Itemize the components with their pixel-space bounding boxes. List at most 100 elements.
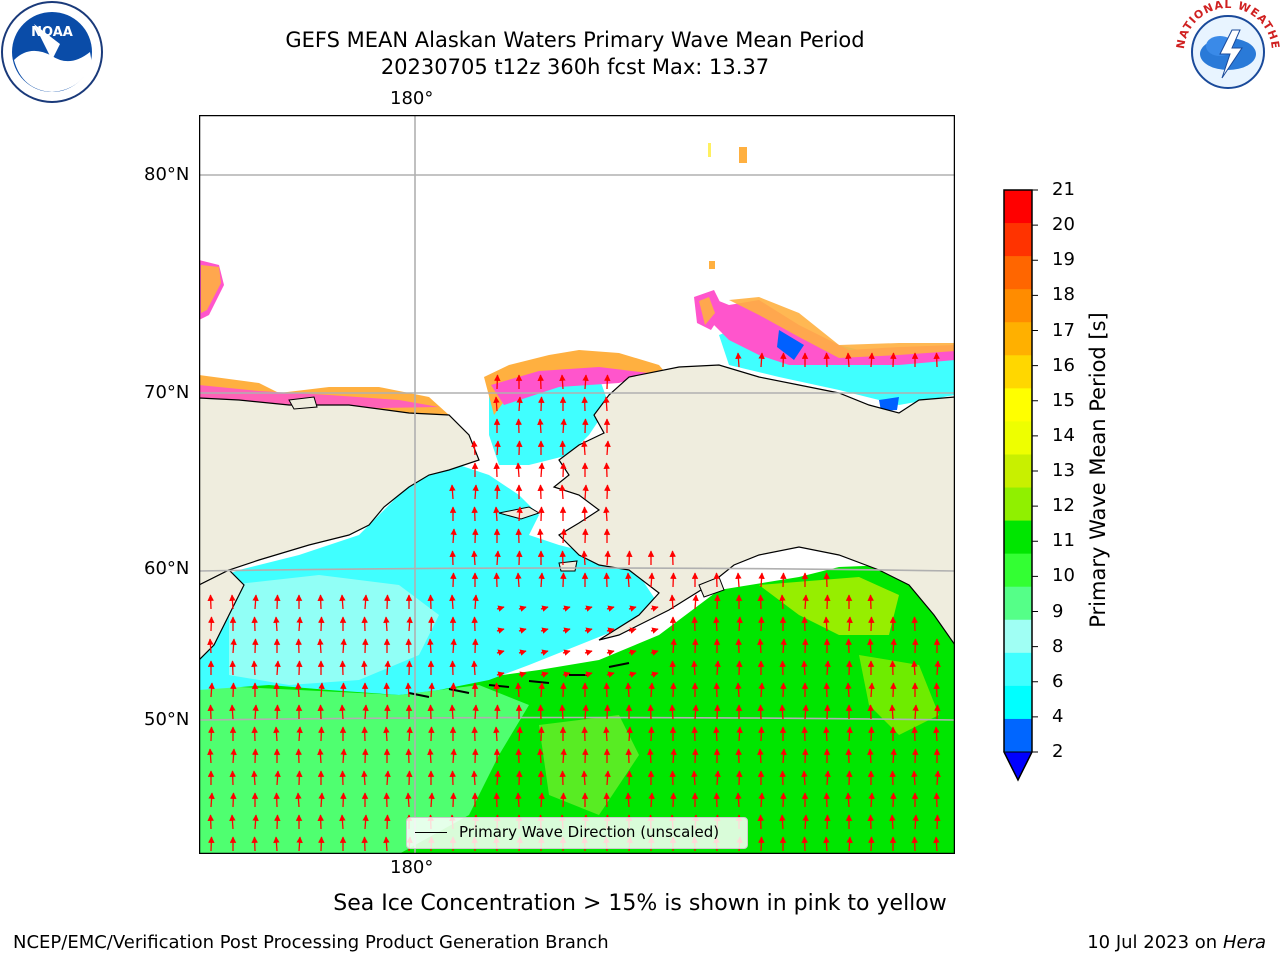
ice-floe-north [739,147,747,163]
wave-arrow [472,528,479,544]
wave-arrow [584,649,593,656]
wave-arrow [559,374,566,390]
wave-arrow [252,704,259,720]
map-legend: Primary Wave Direction (unscaled) [406,817,748,849]
wave-arrow [562,627,571,634]
map-svg [199,115,955,854]
ice-west-arctic-edge [201,265,221,313]
footer-branch: NCEP/EMC/Verification Post Processing Pr… [13,932,609,953]
lat-label-80: 80°N [144,164,190,185]
wave-arrow [625,682,632,698]
wave-arrow [318,726,325,742]
wave-arrow [648,682,655,698]
wave-arrow [604,374,611,390]
wave-arrow [361,726,368,742]
wave-arrow [273,792,280,808]
wave-arrow [229,814,236,830]
wave-arrow [713,726,720,742]
colorbar-tick-label: 11 [1052,530,1075,552]
sea-ice-caption: Sea Ice Concentration > 15% is shown in … [333,891,947,916]
wave-arrow [824,704,831,720]
wave-arrow [691,726,698,742]
wave-arrow [562,671,571,678]
wave-arrow [559,484,566,500]
wave-arrow [317,814,324,830]
wave-arrow [934,814,941,830]
wave-arrow [560,748,567,764]
noaa-logo: NOAA [1,1,103,103]
wave-arrow [428,726,435,742]
colorbar-tick-label: 14 [1052,424,1075,446]
wave-arrow [867,748,874,764]
wave-arrow [757,748,764,764]
wave-arrow [780,572,787,588]
wave-arrow [735,682,742,698]
wave-arrow [780,682,787,698]
colorbar-segment [1004,454,1032,489]
wave-arrow [251,616,258,632]
wave-arrow [779,770,786,786]
wave-arrow [846,616,853,632]
colorbar-label: Primary Wave Mean Period [s] [1086,312,1110,628]
wave-arrow [868,616,875,632]
wave-arrow [383,792,390,808]
wave-arrow [537,528,544,544]
wave-arrow [604,484,611,500]
wave-arrow [252,748,259,764]
wave-arrow [361,836,368,852]
wave-arrow [758,616,765,632]
colorbar-tick-label: 9 [1052,600,1064,622]
colorbar-tick-label: 19 [1052,249,1075,271]
wave-arrow [582,374,589,390]
wave-arrow [538,726,545,742]
wave-arrow [647,704,654,720]
wave-arrow [934,704,941,720]
wave-arrow [691,660,698,676]
wave-arrow [670,682,677,698]
wave-arrow [801,726,808,742]
wave-arrow [559,550,566,566]
wave-arrow [911,616,918,632]
wave-arrow [868,352,875,368]
wave-arrow [339,814,346,830]
wave-arrow [735,352,742,368]
wave-arrow [516,550,523,566]
wave-arrow [516,506,523,522]
wave-arrow [890,352,897,368]
wave-arrow [493,726,500,742]
legend-line-sample [415,832,447,833]
wave-arrow [471,660,478,676]
wave-arrow [560,792,567,808]
colorbar-tick-label: 8 [1052,635,1064,657]
wave-arrow [538,792,545,808]
wave-arrow [405,638,412,654]
wave-arrow [889,704,896,720]
graticule [199,115,955,854]
wave-arrow [362,814,369,830]
wave-arrow [516,440,523,456]
wave-arrow [493,682,500,698]
colorbar: 21 20 19 18 17 16 15 14 13 12 11 10 9 8 6 4 2 [1000,179,1110,788]
wave-arrow [471,726,478,742]
wave-arrow [581,506,588,522]
wave-arrow [604,770,611,786]
wave-arrow [628,605,637,612]
wave-arrow [802,704,809,720]
wave-arrow [889,660,896,676]
wave-arrow [540,671,549,678]
wave-arrow [650,627,659,634]
wave-arrow [296,726,303,742]
wave-arrow [471,440,478,456]
wave-arrow [208,616,215,632]
wave-arrow [912,704,919,720]
colorbar-tick-label: 21 [1052,179,1075,200]
wave-arrow [494,440,501,456]
colorbar-tick-label: 12 [1052,495,1075,517]
wave-arrow [757,594,764,610]
colorbar-tick-label: 20 [1052,214,1075,236]
wave-arrow [208,682,215,698]
wave-arrow [889,814,896,830]
wave-arrow [362,594,369,610]
wave-arrow [648,792,655,808]
wave-arrow [515,528,522,544]
